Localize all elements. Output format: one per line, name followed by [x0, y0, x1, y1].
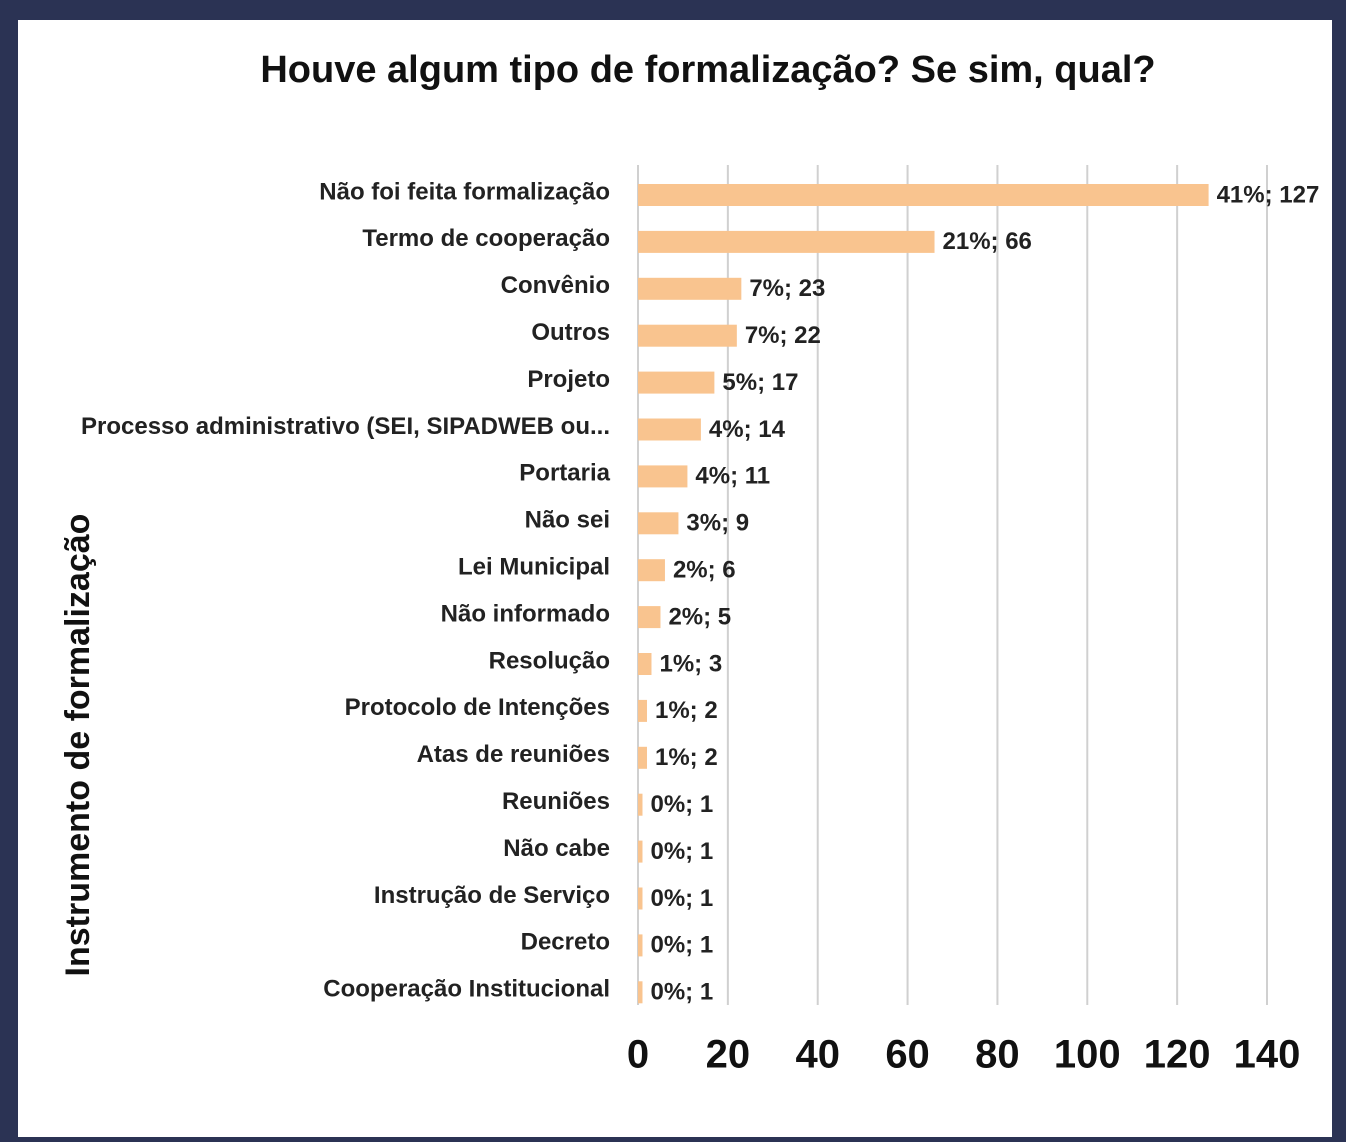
y-tick-label: Não informado	[441, 600, 610, 627]
x-tick-label: 40	[795, 1033, 840, 1077]
bar	[638, 465, 688, 488]
value-label: 5%; 17	[722, 369, 798, 396]
y-tick-label: Reuniões	[502, 788, 610, 815]
value-label: 0%; 1	[650, 885, 713, 912]
value-label: 1%; 2	[655, 697, 718, 724]
y-tick-label: Não cabe	[503, 835, 610, 862]
bar	[638, 324, 737, 347]
value-label: 1%; 2	[655, 744, 718, 771]
panel	[18, 20, 1332, 1137]
y-tick-label: Termo de cooperação	[362, 225, 610, 252]
value-label: 7%; 22	[745, 322, 821, 349]
y-tick-label: Lei Municipal	[458, 554, 610, 581]
x-tick-label: 0	[627, 1033, 649, 1077]
value-label: 3%; 9	[686, 510, 749, 537]
y-tick-label: Decreto	[521, 929, 610, 956]
bar	[638, 512, 679, 535]
y-tick-label: Processo administrativo (SEI, SIPADWEB o…	[81, 413, 610, 440]
y-tick-label: Portaria	[519, 460, 610, 487]
bar	[638, 934, 643, 957]
value-label: 0%; 1	[650, 838, 713, 865]
bar	[638, 606, 661, 629]
y-tick-label: Não foi feita formalização	[319, 178, 610, 205]
bar	[638, 746, 647, 769]
value-label: 0%; 1	[650, 791, 713, 818]
value-label: 0%; 1	[650, 979, 713, 1006]
y-axis-title: Instrumento de formalização	[59, 514, 97, 977]
y-tick-label: Não sei	[525, 507, 610, 534]
x-tick-label: 140	[1234, 1033, 1301, 1077]
x-tick-label: 60	[885, 1033, 930, 1077]
bar	[638, 840, 643, 863]
value-label: 4%; 11	[695, 463, 770, 490]
y-tick-label: Instrução de Serviço	[374, 882, 610, 909]
x-tick-label: 20	[706, 1033, 751, 1077]
x-tick-label: 100	[1054, 1033, 1121, 1077]
y-tick-label: Convênio	[501, 272, 610, 299]
value-label: 1%; 3	[659, 650, 722, 677]
value-label: 0%; 1	[650, 932, 713, 959]
bar	[638, 230, 935, 253]
y-tick-label: Atas de reuniões	[417, 741, 610, 768]
value-label: 2%; 5	[668, 603, 731, 630]
value-label: 2%; 6	[673, 557, 736, 584]
value-label: 21%; 66	[943, 228, 1032, 255]
bar	[638, 981, 643, 1004]
value-label: 4%; 14	[709, 416, 786, 443]
value-label: 7%; 23	[749, 275, 825, 302]
x-tick-label: 80	[975, 1033, 1020, 1077]
bar	[638, 653, 652, 675]
bar	[638, 418, 701, 441]
bar	[638, 277, 742, 300]
bar	[638, 699, 647, 722]
bar	[638, 887, 643, 910]
value-label: 41%; 127	[1217, 181, 1320, 208]
y-tick-label: Protocolo de Intenções	[345, 694, 610, 721]
chart-title: Houve algum tipo de formalização? Se sim…	[260, 49, 1155, 91]
x-tick-label: 120	[1144, 1033, 1211, 1077]
bar	[638, 184, 1209, 206]
bar	[638, 559, 665, 582]
bar	[638, 371, 715, 394]
y-tick-label: Outros	[531, 319, 610, 346]
y-tick-label: Resolução	[489, 647, 610, 674]
bar	[638, 793, 643, 816]
y-tick-label: Projeto	[527, 366, 610, 393]
y-tick-label: Cooperação Institucional	[323, 976, 610, 1003]
